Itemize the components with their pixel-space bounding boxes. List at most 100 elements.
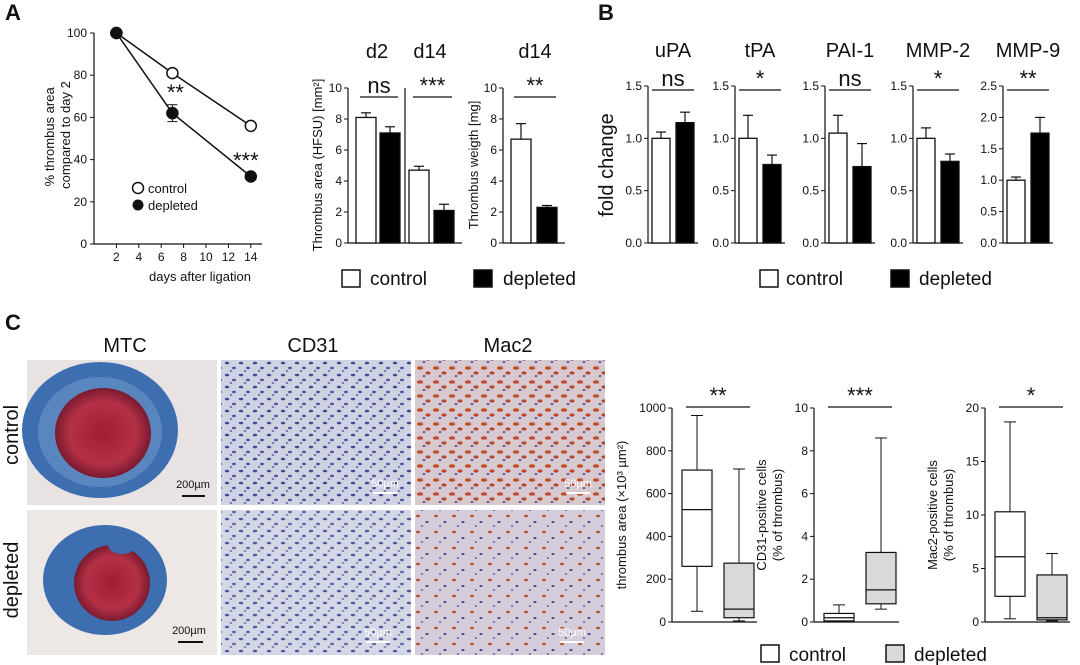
- b-mmp9-ytick-label: 1.0: [980, 173, 997, 187]
- a-line-ytick-label: 20: [74, 195, 88, 209]
- b-pai1-ytick-label: 1.0: [802, 131, 819, 145]
- c-box-1-ylabel-2: (% of thrombus): [770, 469, 785, 561]
- c-box-0-ytick-label: 1000: [639, 401, 666, 415]
- a-line-annotation: ***: [233, 148, 259, 173]
- b-tpa-ytick-label: 1.5: [712, 79, 729, 93]
- b-tpa-ytick-label: 0.0: [712, 236, 729, 250]
- c-box-0-sig-label: **: [709, 383, 727, 408]
- b-mmp9-ytick-label: 0.0: [980, 236, 997, 250]
- micrograph-mac2-control: [415, 360, 605, 505]
- legend-a-depleted: depleted: [503, 269, 576, 290]
- b-mmp2-ytick-label: 1.5: [890, 79, 907, 93]
- c-box-2-ylabel-1: Mac2-positive cells: [925, 460, 940, 570]
- b-tpa-bar-control: [738, 137, 758, 244]
- a-line-point-control: [166, 66, 179, 80]
- chart-a-weight: d14 Thrombus weigth [mg] 0 2 4 6 8 10 **: [466, 41, 565, 250]
- b-mmp9-bar-depleted: [1030, 132, 1050, 244]
- c-box-1-ytick-label: 10: [795, 401, 809, 415]
- chart-a-area: d2 d14 Thrombus area (HFSU) [mm²] 0 2 4 6 8 1…: [310, 41, 462, 251]
- a-line-annotation: **: [167, 80, 185, 105]
- b-pai1-title: PAI-1: [826, 40, 875, 62]
- a-line-ytick-label: 60: [74, 110, 88, 124]
- b-mmp2-title: MMP-2: [906, 40, 970, 62]
- b-upa-ytick-label: 1.5: [625, 79, 642, 93]
- a-area-sig-label: ***: [420, 73, 446, 98]
- a-line-xtick-label: 2: [113, 250, 120, 264]
- c-box-2-ytick-label: 15: [966, 455, 980, 469]
- a-area-bar-depleted: [379, 132, 401, 244]
- b-upa-bar-control: [651, 137, 671, 244]
- scalebar-mtc-depleted-label: 200µm: [172, 625, 206, 637]
- a-line-ytick-label: 80: [74, 68, 88, 82]
- b-mmp2-ytick-label: 1.0: [890, 131, 907, 145]
- a-line-legend-control: control: [148, 181, 187, 196]
- legend-a-control: control: [370, 269, 427, 290]
- a-line-xtick-label: 4: [135, 250, 142, 264]
- c-box-1-ytick-label: 0: [801, 615, 808, 629]
- b-mmp9-bar-control: [1006, 179, 1026, 244]
- c-box-1-ytick-label: 6: [801, 487, 808, 501]
- a-area-ytick-label: 0: [335, 236, 342, 250]
- a-area-bar-control: [355, 116, 377, 244]
- micrograph-mtc-depleted: [27, 510, 217, 655]
- b-upa-ytick-label: 0.5: [625, 184, 642, 198]
- c-box-1-sig-label: ***: [847, 383, 873, 408]
- c-box-2-ytick-label: 20: [966, 401, 980, 415]
- b-mmp9-ytick-label: 1.5: [980, 142, 997, 156]
- legend-c-depleted-swatch: [885, 644, 905, 663]
- a-line-xtick-label: 8: [180, 250, 187, 264]
- scalebar-mac2-depleted-label: 50µm: [558, 627, 586, 639]
- c-box-1-ylabel: CD31-positive cells(% of thrombus): [754, 459, 785, 571]
- b-mmp2-ytick-label: 0.5: [890, 184, 907, 198]
- scalebar-cd31-depleted: 50µm: [364, 627, 392, 643]
- a-line-ylabel-1: % thrombus area: [42, 87, 57, 187]
- c-box-0-ytick-label: 0: [659, 615, 666, 629]
- c-box-0-ylabel: thrombus area (×10³ µm²): [614, 441, 629, 590]
- c-box-2-ytick-label: 0: [972, 615, 979, 629]
- b-pai1-ytick-label: 0.5: [802, 184, 819, 198]
- scalebar-mac2-control-label: 50µm: [564, 478, 592, 490]
- a-line-ylabel: % thrombus area compared to day 2: [42, 81, 73, 189]
- c-box-0-box-control: [681, 469, 713, 567]
- a-weight-ylabel: Thrombus weigth [mg]: [466, 101, 481, 230]
- chart-a-line: % thrombus area compared to day 2 days a…: [42, 26, 262, 284]
- a-line-point-control: [244, 119, 258, 133]
- c-box-2-ytick-label: 10: [966, 508, 980, 522]
- c-box-2-ylabel-2: (% of thrombus): [941, 469, 956, 561]
- c-box-2-sig-label: *: [1027, 383, 1036, 408]
- c-box-2-box-depleted: [1036, 574, 1068, 621]
- chart-b: fold change uPA 0.0 0.5 1.0 1.5 ns tPA 0.0 0.5 1.…: [596, 40, 1060, 250]
- b-pai1-ytick-label: 0.0: [802, 236, 819, 250]
- panel-label-c: C: [5, 310, 21, 335]
- a-area-sig-label: ns: [367, 73, 390, 98]
- a-weight-bar-depleted: [536, 206, 558, 244]
- c-box-0-ytick-label: 200: [646, 572, 666, 586]
- scalebar-cd31-depleted-label: 50µm: [364, 627, 392, 639]
- a-area-ylabel: Thrombus area (HFSU) [mm²]: [310, 79, 325, 252]
- a-line-xtick-label: 14: [244, 250, 258, 264]
- c-box-0-ytick-label: 600: [646, 487, 666, 501]
- a-line-xtick-label: 6: [158, 250, 165, 264]
- legend-a: control depleted: [341, 269, 576, 290]
- scalebar-mtc-control-label: 200µm: [176, 479, 210, 491]
- b-pai1-bar-control: [828, 132, 848, 244]
- b-mmp2-sig-label: *: [934, 66, 943, 91]
- scalebar-mac2-depleted: 50µm: [558, 627, 586, 643]
- a-line-point-depleted: [166, 106, 179, 120]
- micro-col-cd31: CD31: [287, 335, 338, 357]
- a-line-legend: control depleted: [131, 181, 198, 213]
- b-mmp9-title: MMP-9: [996, 40, 1060, 62]
- b-upa-sig-label: ns: [661, 66, 684, 91]
- legend-b-depleted: depleted: [919, 269, 992, 290]
- micrograph-mtc-control: [22, 360, 217, 505]
- micro-col-mtc: MTC: [103, 335, 146, 357]
- b-upa-ytick-label: 1.0: [625, 131, 642, 145]
- b-pai1-sig-label: ns: [838, 66, 861, 91]
- b-upa-bar-depleted: [675, 121, 695, 244]
- a-area-ytick-label: 2: [335, 205, 342, 219]
- b-pai1-ytick-label: 1.5: [802, 79, 819, 93]
- micro-row-depleted: depleted: [1, 542, 23, 619]
- b-mmp9-sig-label: **: [1019, 66, 1037, 91]
